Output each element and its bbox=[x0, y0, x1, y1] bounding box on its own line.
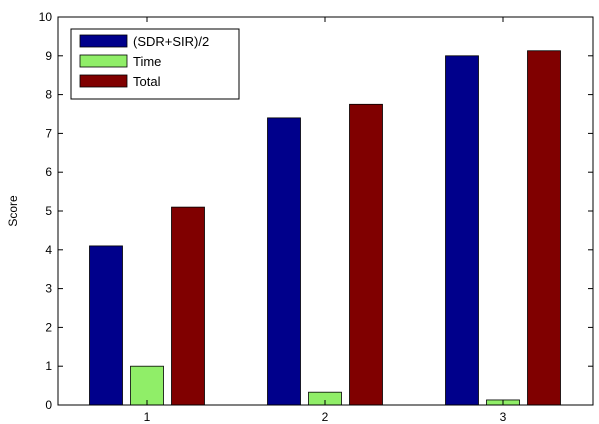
y-tick-label: 5 bbox=[45, 204, 52, 218]
bars-layer bbox=[89, 50, 561, 406]
y-tick-label: 1 bbox=[45, 359, 52, 373]
legend-label-time: Time bbox=[133, 54, 161, 69]
legend-swatch-total bbox=[79, 74, 128, 88]
bar-total-2 bbox=[349, 103, 383, 406]
y-tick-label: 7 bbox=[45, 126, 52, 140]
bar-sdr-sir-2-1 bbox=[89, 245, 123, 406]
x-tick-label: 3 bbox=[500, 410, 507, 424]
legend: (SDR+SIR)/2 Time Total bbox=[70, 28, 240, 100]
plot-frame bbox=[57, 16, 594, 406]
bar-total-1 bbox=[171, 206, 205, 406]
legend-swatch-time bbox=[79, 54, 128, 68]
y-tick-label: 9 bbox=[45, 49, 52, 63]
bar-sdr-sir-2-2 bbox=[267, 117, 301, 406]
y-tick-label: 3 bbox=[45, 282, 52, 296]
y-tick-label: 8 bbox=[45, 88, 52, 102]
legend-label-sdr-sir-2: (SDR+SIR)/2 bbox=[133, 34, 209, 49]
legend-label-total: Total bbox=[133, 74, 161, 89]
x-tick-label: 2 bbox=[322, 410, 329, 424]
legend-swatch-sdr-sir-2 bbox=[79, 34, 128, 48]
y-tick-label: 4 bbox=[45, 243, 52, 257]
y-tick-label: 2 bbox=[45, 320, 52, 334]
y-axis-label: Score bbox=[6, 195, 20, 227]
bar-time-1 bbox=[130, 365, 164, 406]
y-tick-label: 6 bbox=[45, 165, 52, 179]
y-tick-label: 10 bbox=[39, 10, 53, 24]
ticks-layer: 1 2 3 0 1 2 3 4 5 6 7 8 9 10 bbox=[39, 10, 593, 424]
bar-total-3 bbox=[527, 50, 561, 406]
x-tick-label: 1 bbox=[144, 410, 151, 424]
bar-sdr-sir-2-3 bbox=[445, 55, 479, 406]
y-tick-label: 0 bbox=[45, 398, 52, 412]
